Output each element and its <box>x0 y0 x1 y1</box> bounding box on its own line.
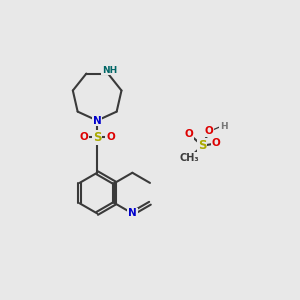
Text: CH₃: CH₃ <box>180 153 200 163</box>
Text: N: N <box>128 208 137 218</box>
Text: O: O <box>106 132 115 142</box>
Text: N: N <box>93 116 101 125</box>
Text: NH: NH <box>102 66 118 75</box>
Text: H: H <box>220 122 228 131</box>
Text: O: O <box>204 126 213 136</box>
Text: O: O <box>80 132 88 142</box>
Text: O: O <box>184 129 193 139</box>
Text: S: S <box>93 131 101 144</box>
Text: O: O <box>212 138 220 148</box>
Text: S: S <box>198 139 206 152</box>
